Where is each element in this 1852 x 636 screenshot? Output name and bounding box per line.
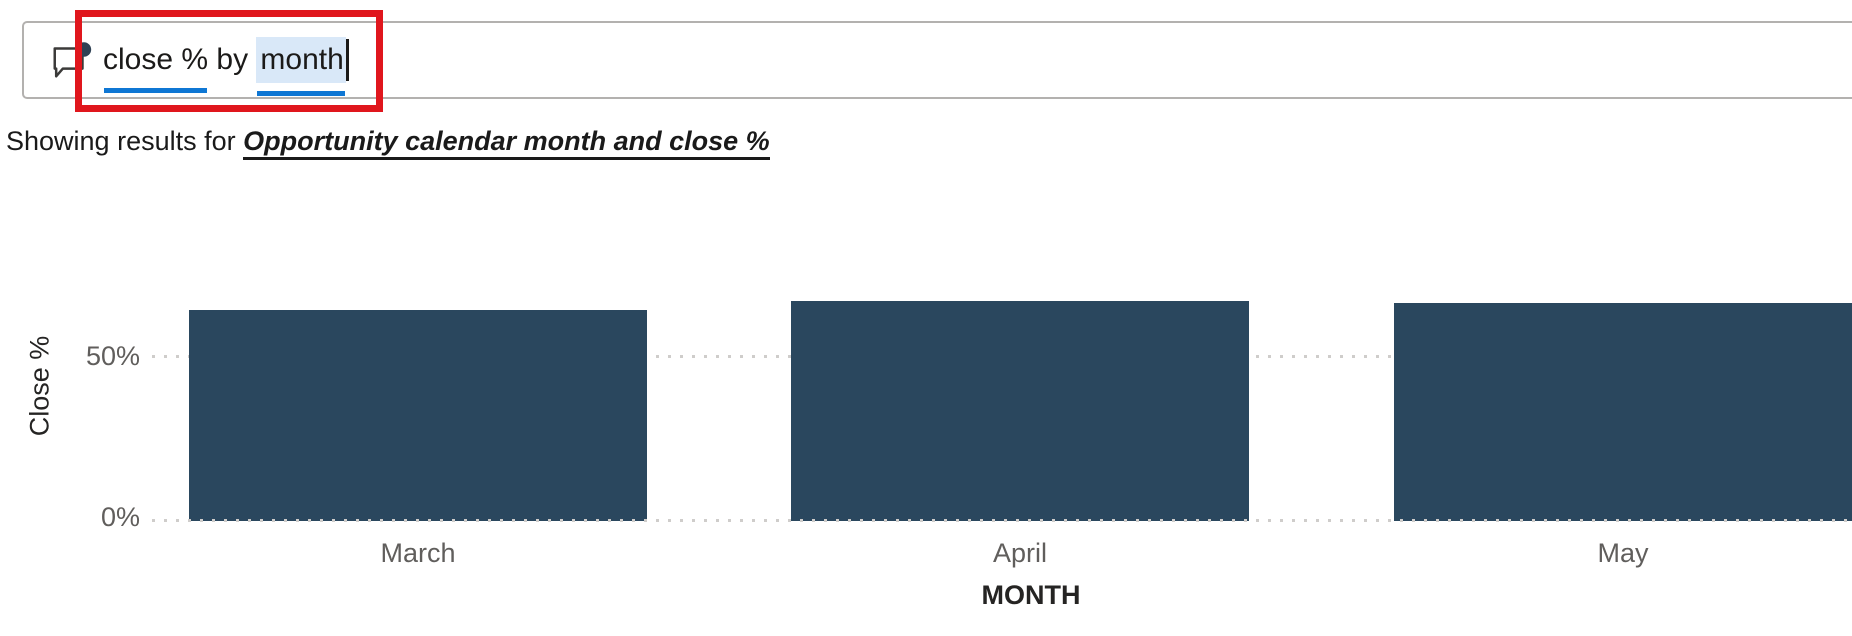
query-text: close % by month: [103, 37, 349, 96]
bar-march[interactable]: [189, 310, 647, 521]
x-category-march: March: [380, 538, 456, 568]
bar-april[interactable]: [791, 300, 1249, 521]
x-category-april: April: [992, 538, 1047, 568]
y-tick-0: 0%: [100, 502, 140, 532]
query-term-measure: close %: [103, 40, 208, 93]
y-tick-50: 50%: [85, 341, 140, 371]
results-interpretation-link[interactable]: Opportunity calendar month and close %: [243, 126, 770, 160]
text-caret: [345, 39, 349, 81]
results-prefix: Showing results for: [6, 126, 244, 156]
qna-question-input[interactable]: close % by month: [22, 21, 1852, 99]
results-line: Showing results for Opportunity calendar…: [6, 124, 770, 160]
bar-may[interactable]: [1394, 302, 1852, 521]
x-axis-title: MONTH: [981, 580, 1081, 610]
x-axis-baseline-gridline: [152, 519, 1852, 522]
query-term-connector: by: [208, 43, 257, 76]
query-term-field-selected: month: [256, 37, 346, 96]
x-category-may: May: [1597, 538, 1649, 568]
